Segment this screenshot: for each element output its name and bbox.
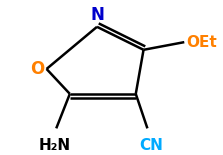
Text: O: O <box>30 60 45 78</box>
Text: N: N <box>90 6 104 24</box>
Text: OEt: OEt <box>186 35 217 50</box>
Text: H₂N: H₂N <box>38 138 70 153</box>
Text: CN: CN <box>139 138 163 153</box>
